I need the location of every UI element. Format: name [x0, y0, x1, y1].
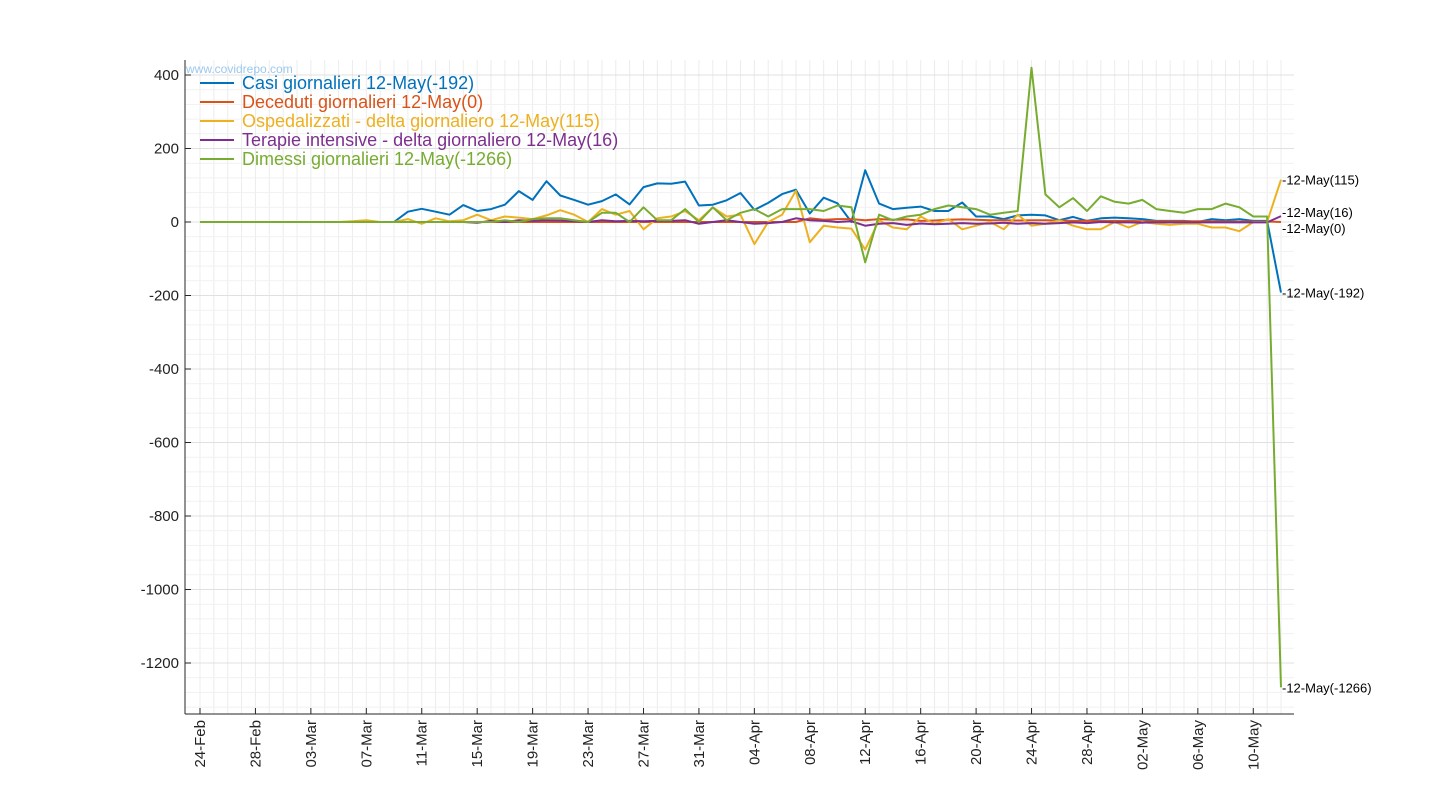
series-end-label: -12-May(16): [1282, 205, 1353, 220]
x-tick-label: 20-Apr: [968, 720, 985, 765]
x-tick-label: 28-Apr: [1079, 720, 1096, 765]
x-tick-label: 31-Mar: [691, 720, 708, 768]
legend-entry: Deceduti giornalieri 12-May(0): [242, 92, 483, 112]
y-tick-label: 0: [171, 214, 179, 231]
x-tick-label: 24-Apr: [1024, 720, 1041, 765]
y-tick-label: -1200: [141, 655, 179, 672]
x-tick-label: 07-Mar: [358, 720, 375, 768]
x-tick-label: 24-Feb: [192, 720, 209, 768]
y-tick-label: -600: [149, 435, 179, 452]
x-tick-label: 10-May: [1245, 720, 1262, 771]
y-ticks: 400 200 0 -200 -400 -600 -800 -1000 -1200: [141, 67, 191, 672]
x-tick-label: 06-May: [1190, 720, 1207, 771]
legend-entry: Dimessi giornalieri 12-May(-1266): [242, 149, 512, 169]
x-tick-label: 19-Mar: [525, 720, 542, 768]
x-tick-label: 11-Mar: [414, 720, 431, 766]
legend-entry: Ospedalizzati - delta giornaliero 12-May…: [242, 111, 600, 131]
series-end-label: -12-May(0): [1282, 221, 1346, 236]
series-end-label: -12-May(115): [1282, 173, 1359, 188]
axes: [184, 60, 1294, 715]
x-tick-label: 12-Apr: [857, 720, 874, 765]
x-tick-label: 16-Apr: [913, 720, 930, 765]
y-tick-label: -200: [149, 288, 179, 305]
legend: Casi giornalieri 12-May(-192)Deceduti gi…: [200, 73, 618, 169]
end-labels: -12-May(-192) -12-May(0) -12-May(115) -12-M…: [1282, 173, 1372, 696]
series-lines: [200, 66, 1282, 688]
x-ticks: 24-Feb 28-Feb 03-Mar 07-Mar 11-Mar 15-Mar 19-M…: [192, 708, 1262, 770]
y-tick-label: -400: [149, 361, 179, 378]
x-tick-label: 03-Mar: [303, 720, 320, 768]
x-tick-label: 04-Apr: [746, 720, 763, 765]
x-tick-label: 27-Mar: [635, 720, 652, 768]
series-end-label: -12-May(-1266): [1282, 680, 1372, 695]
x-tick-label: 02-May: [1134, 720, 1151, 771]
x-tick-label: 28-Feb: [247, 720, 264, 768]
legend-entry: Casi giornalieri 12-May(-192): [242, 73, 474, 93]
watermark-text: www.covidrepo.com: [185, 62, 293, 76]
x-tick-label: 15-Mar: [469, 720, 486, 768]
y-tick-label: -1000: [141, 582, 179, 599]
series-end-label: -12-May(-192): [1282, 286, 1364, 301]
x-tick-label: 23-Mar: [580, 720, 597, 768]
y-tick-label: -800: [149, 508, 179, 525]
y-tick-label: 400: [154, 67, 179, 84]
x-tick-label: 08-Apr: [802, 720, 819, 765]
series-line: [200, 66, 1282, 688]
y-tick-label: 200: [154, 141, 179, 158]
legend-entry: Terapie intensive - delta giornaliero 12…: [242, 130, 618, 150]
grid: [185, 60, 1294, 714]
